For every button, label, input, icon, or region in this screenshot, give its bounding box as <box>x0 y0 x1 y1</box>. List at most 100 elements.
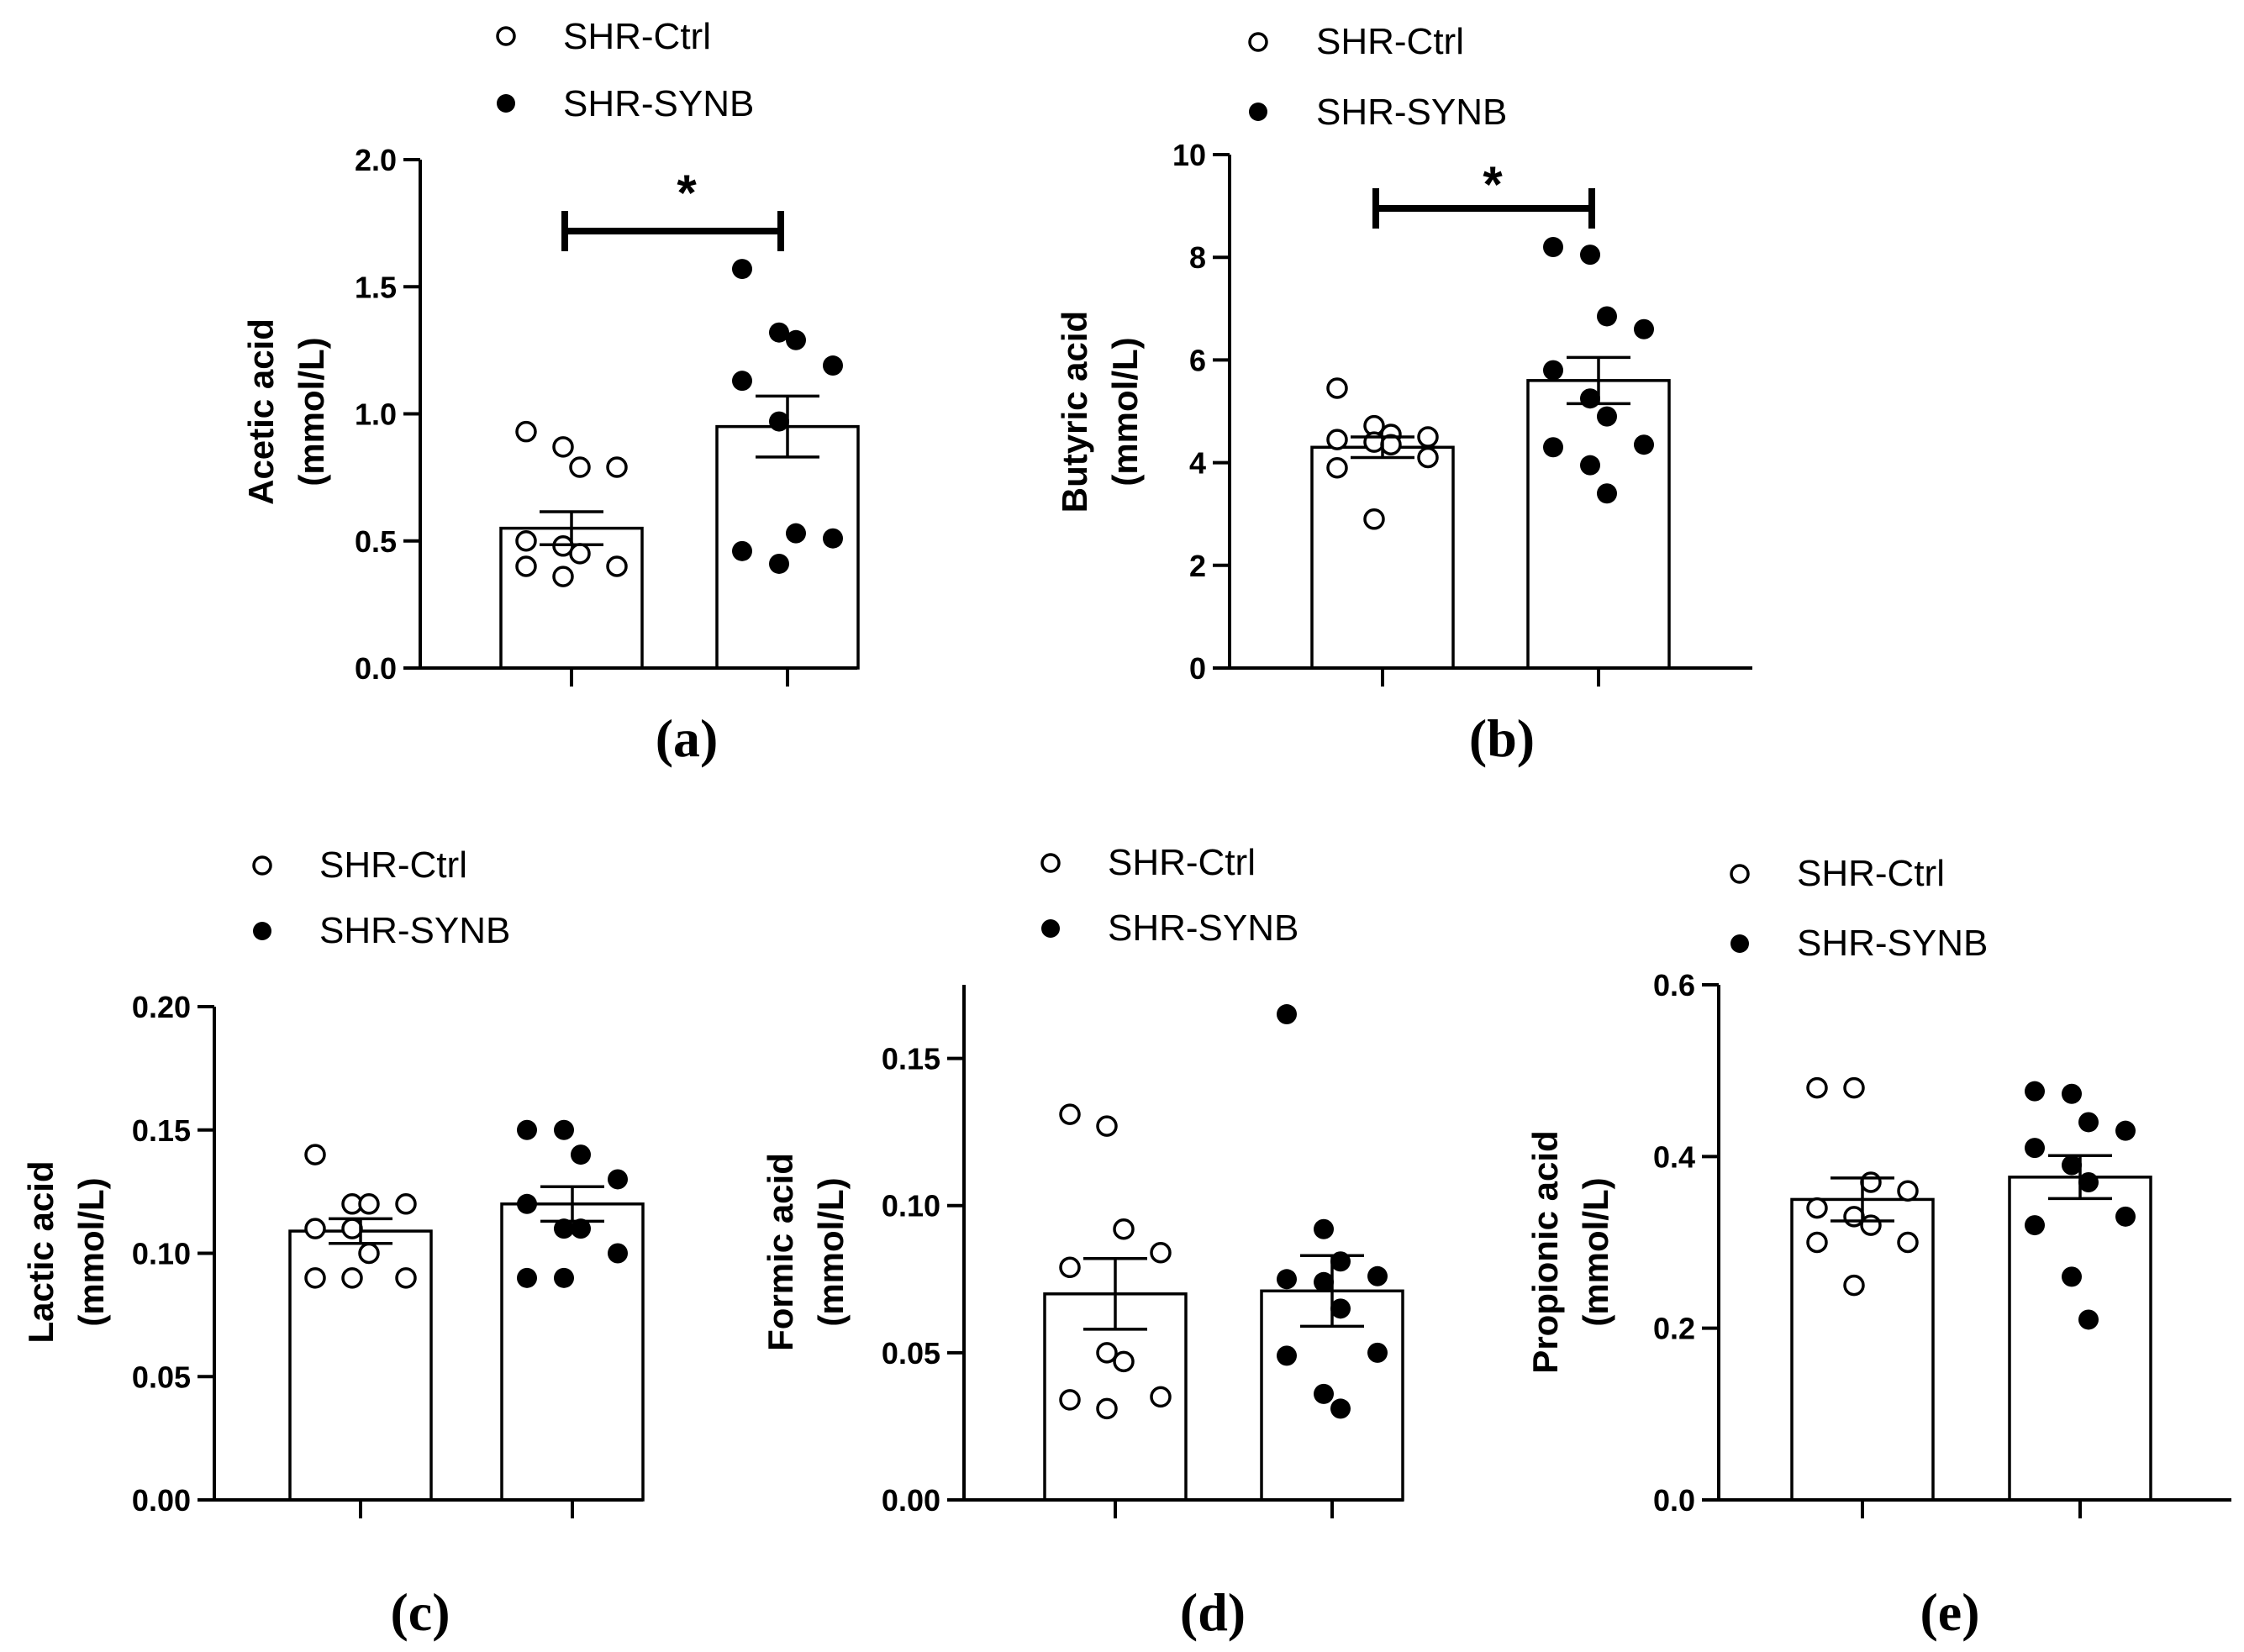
data-point-synb <box>2078 1112 2099 1133</box>
panel-label: (c) <box>390 1582 450 1642</box>
data-point-synb <box>732 540 752 561</box>
data-point-synb <box>517 1119 537 1140</box>
data-point-synb <box>1597 483 1617 504</box>
plot-area: 0.00 0.05 0.10 0.15 <box>882 985 1404 1518</box>
data-point-synb <box>1634 434 1654 455</box>
panel-b: SHR-Ctrl SHR-SYNB Butyric acid (mmol/L) … <box>1055 21 1752 768</box>
panel-label: (a) <box>656 708 719 768</box>
data-point-ctrl <box>1059 1389 1081 1411</box>
panel-e: SHR-Ctrl SHR-SYNB Propionic acid (mmol/L… <box>1525 853 2231 1642</box>
data-point-ctrl <box>1860 1214 1882 1236</box>
data-point-synb <box>1597 306 1617 327</box>
y-tick-label: 1.0 <box>355 397 397 432</box>
data-point-synb <box>1543 360 1563 381</box>
data-point-synb <box>823 355 843 376</box>
y-axis-label-line1: Butyric acid <box>1055 311 1094 513</box>
y-axis-label-line1: Propionic acid <box>1525 1130 1565 1373</box>
data-point-synb <box>2025 1081 2045 1102</box>
data-point-ctrl <box>569 543 591 565</box>
data-point-ctrl <box>1150 1386 1172 1408</box>
y-tick-label: 2.0 <box>355 143 397 177</box>
legend-ctrl-label: SHR-Ctrl <box>1797 853 1945 894</box>
data-point-synb <box>1277 1004 1297 1025</box>
y-axis-label-line1: Acetic acid <box>241 318 281 505</box>
data-point-synb <box>1634 318 1654 339</box>
data-point-synb <box>769 322 789 343</box>
data-point-synb <box>1367 1265 1388 1286</box>
data-point-synb <box>608 1169 628 1190</box>
data-point-ctrl <box>569 456 591 478</box>
data-point-synb <box>517 1193 537 1214</box>
data-point-synb <box>1367 1342 1388 1363</box>
data-point-ctrl <box>1096 1115 1118 1137</box>
significance-star: * <box>677 165 697 221</box>
y-tick-label: 2 <box>1189 549 1206 583</box>
y-axis-label-line2: (mmol/L) <box>292 337 331 486</box>
data-point-synb <box>1277 1269 1297 1290</box>
legend-synb-label: SHR-SYNB <box>1316 92 1507 133</box>
data-point-ctrl <box>1113 1218 1135 1240</box>
legend-synb-marker <box>1730 934 1749 953</box>
y-tick-label: 0.00 <box>132 1483 191 1518</box>
data-point-ctrl <box>552 436 574 458</box>
y-tick-label: 0.15 <box>132 1113 191 1148</box>
legend-synb-label: SHR-SYNB <box>1108 908 1298 949</box>
data-point-synb <box>823 528 843 549</box>
bar-ctrl <box>1310 445 1455 670</box>
data-point-ctrl <box>304 1267 326 1289</box>
panel-label: (e) <box>1920 1582 1979 1642</box>
legend-synb-marker <box>1041 919 1060 938</box>
panel-d: SHR-Ctrl SHR-SYNB Formic acid (mmol/L) (… <box>761 842 1404 1642</box>
data-point-synb <box>2062 1266 2082 1287</box>
plot-area: 0.0 0.5 1.0 1.5 2.0 <box>355 143 860 687</box>
legend-synb-marker <box>497 94 515 113</box>
y-tick-label: 10 <box>1172 138 1206 172</box>
data-point-ctrl <box>1326 377 1348 399</box>
data-point-ctrl <box>515 530 537 552</box>
data-point-synb <box>608 1243 628 1264</box>
y-tick-label: 8 <box>1189 240 1206 275</box>
data-point-ctrl <box>515 420 537 443</box>
legend-synb-label: SHR-SYNB <box>1797 923 1988 964</box>
significance-star: * <box>1483 156 1503 213</box>
legend-ctrl-marker <box>1248 32 1268 52</box>
y-axis-label-line1: Lactic acid <box>21 1160 61 1343</box>
data-point-synb <box>732 259 752 280</box>
y-axis-label-line2: (mmol/L) <box>1576 1177 1615 1326</box>
data-point-ctrl <box>515 555 537 577</box>
legend-ctrl-marker <box>1730 864 1750 884</box>
data-point-synb <box>786 523 806 544</box>
y-tick-label: 0.2 <box>1653 1312 1695 1346</box>
plot-area: 0.00 0.05 0.10 0.15 0.20 <box>132 990 645 1518</box>
data-point-synb <box>571 1144 591 1165</box>
data-point-synb <box>1597 406 1617 427</box>
data-point-synb <box>554 1119 574 1140</box>
data-point-synb <box>1277 1345 1297 1366</box>
data-point-synb <box>1580 455 1600 476</box>
y-axis-label-line1: Formic acid <box>761 1153 800 1351</box>
data-point-ctrl <box>1363 508 1385 530</box>
data-point-ctrl <box>606 555 628 577</box>
data-point-synb <box>769 411 789 432</box>
data-point-ctrl <box>552 566 574 587</box>
data-point-synb <box>1580 245 1600 266</box>
data-point-synb <box>2078 1309 2099 1330</box>
data-point-synb <box>1314 1383 1334 1404</box>
data-point-synb <box>1543 236 1563 257</box>
data-point-synb <box>517 1267 537 1288</box>
y-tick-label: 0.10 <box>132 1237 191 1271</box>
y-axis-label-line2: (mmol/L) <box>71 1177 111 1326</box>
data-point-synb <box>732 371 752 392</box>
data-point-ctrl <box>1326 456 1348 479</box>
y-tick-label: 0 <box>1189 651 1206 686</box>
data-point-synb <box>786 329 806 350</box>
data-point-ctrl <box>1059 1103 1081 1125</box>
data-point-ctrl <box>1150 1242 1172 1264</box>
y-tick-label: 0.4 <box>1653 1139 1695 1174</box>
data-point-ctrl <box>1843 1274 1865 1297</box>
data-point-synb <box>1314 1271 1334 1292</box>
data-point-synb <box>2115 1120 2136 1141</box>
legend-synb-marker <box>253 922 271 940</box>
data-point-synb <box>571 1218 591 1239</box>
data-point-ctrl <box>1860 1171 1882 1193</box>
